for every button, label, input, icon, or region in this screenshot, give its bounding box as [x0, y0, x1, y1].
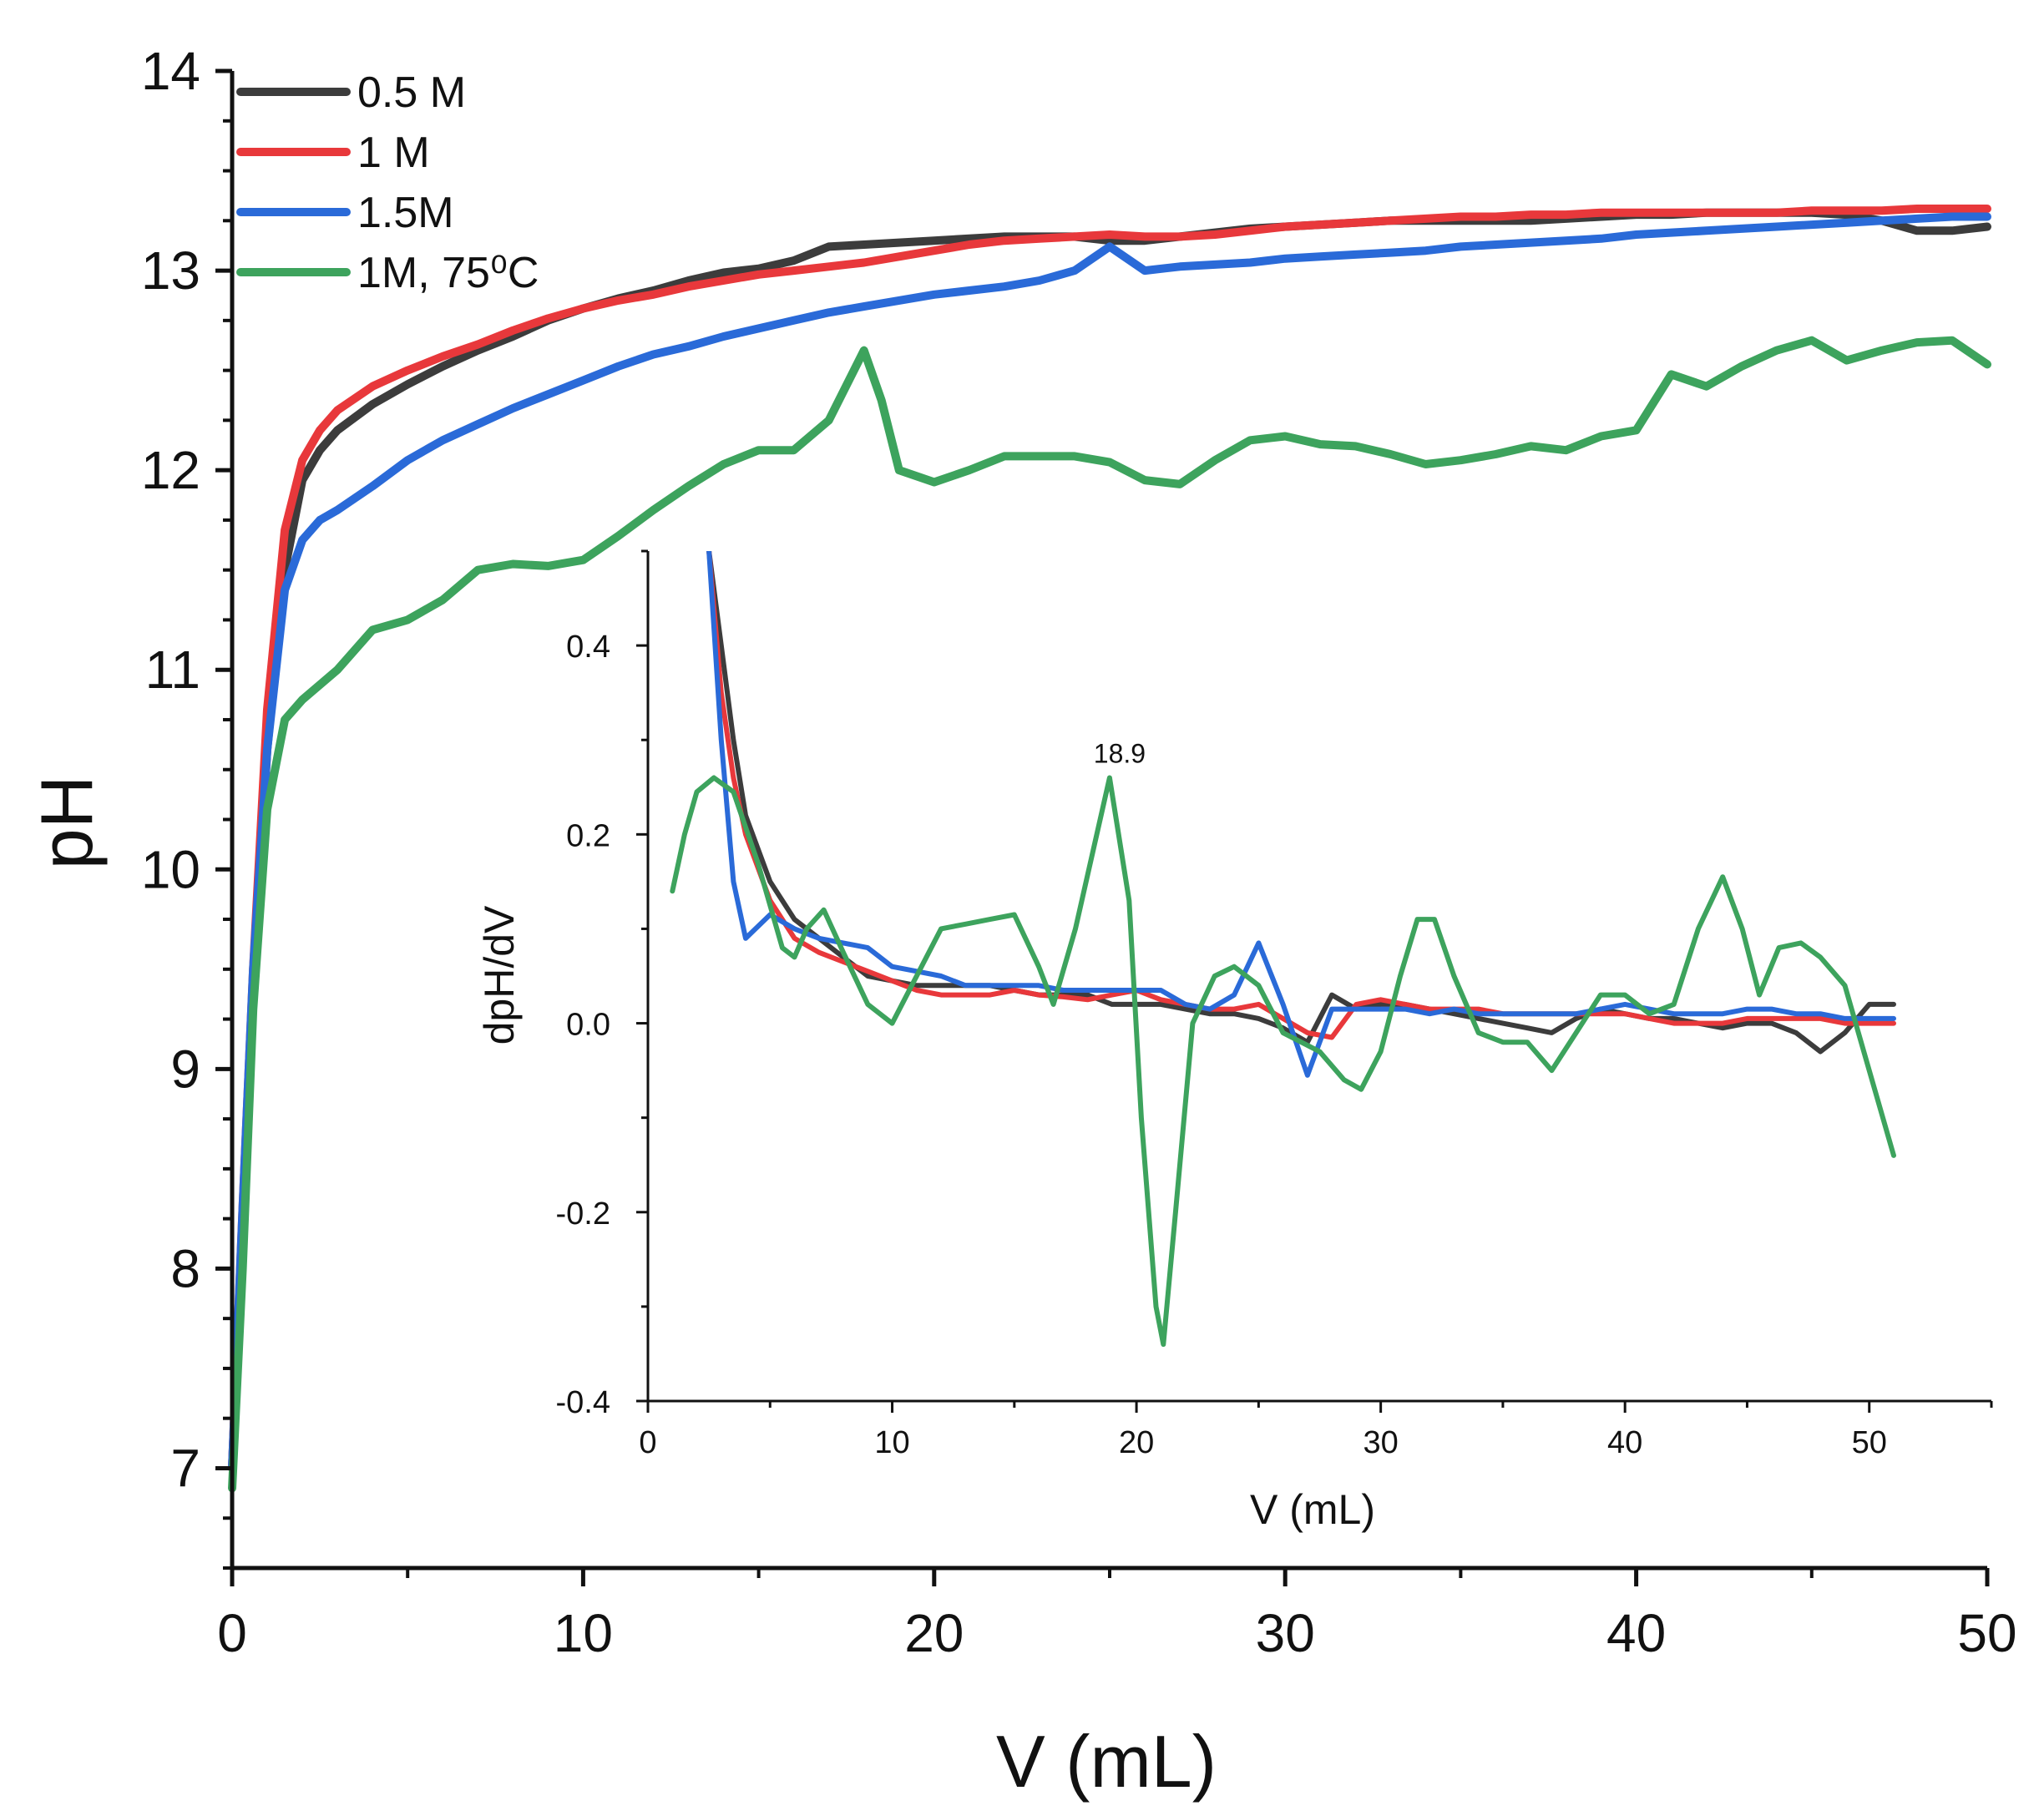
inset-x-tick-label: 40	[1607, 1425, 1642, 1460]
legend: 0.5 M 1 M 1.5M 1M, 75⁰C	[236, 68, 539, 297]
main-tick-labels: 7 8 9 10 11 12 13 14 0 10 20 30 40 50	[141, 41, 2017, 1663]
inset-axes	[636, 549, 1993, 1413]
inset-x-axis-label: V (mL)	[1250, 1486, 1375, 1533]
main-x-tick-label: 40	[1606, 1603, 1666, 1663]
main-x-tick-label: 50	[1957, 1603, 2016, 1663]
inset-plot: -0.4 -0.2 0.0 0.2 0.4 0 10 20 30 40 50 18.9 V (mL)…	[476, 549, 1993, 1533]
legend-item-0-5-m: 0.5 M	[236, 68, 466, 117]
inset-y-axis-label: dpH/dV	[476, 905, 523, 1045]
inset-y-tick-label: 0.2	[566, 818, 610, 853]
legend-item-1m-75-c: 1M, 75⁰C	[236, 249, 539, 297]
inset-y-tick-label: -0.2	[556, 1196, 610, 1232]
main-y-tick-label: 12	[141, 440, 200, 500]
legend-label: 1M, 75⁰C	[357, 249, 539, 297]
main-x-tick-label: 0	[217, 1603, 247, 1663]
inset-y-tick-label: 0.0	[566, 1008, 610, 1043]
main-y-axis-label: pH	[25, 776, 108, 870]
main-x-tick-label: 10	[554, 1603, 613, 1663]
main-y-tick-label: 10	[141, 839, 200, 899]
inset-series-lines	[670, 551, 1896, 1348]
main-plot: 7 8 9 10 11 12 13 14 0 10 20 30 40 50 V (mL) pH	[25, 41, 2017, 1803]
main-x-tick-label: 20	[904, 1603, 964, 1663]
main-series-lines	[228, 205, 1991, 1493]
legend-label: 1 M	[357, 129, 430, 177]
main-y-tick-label: 9	[170, 1039, 200, 1099]
main-x-axis-label: V (mL)	[996, 1720, 1217, 1803]
main-y-tick-label: 14	[141, 41, 200, 101]
main-y-tick-label: 13	[141, 240, 200, 301]
main-x-tick-label: 30	[1256, 1603, 1315, 1663]
inset-x-tick-label: 30	[1363, 1425, 1398, 1460]
inset-peak-annotation: 18.9	[1094, 738, 1146, 768]
inset-x-tick-label: 10	[874, 1425, 909, 1460]
inset-x-tick-label: 50	[1852, 1425, 1887, 1460]
main-y-tick-label: 7	[170, 1438, 200, 1498]
main-axes	[215, 68, 1990, 1586]
main-series-line-1-5m	[228, 212, 1991, 1473]
main-series-line-1m-75-c	[228, 336, 1991, 1493]
legend-item-1-m: 1 M	[236, 129, 430, 177]
inset-y-tick-label: 0.4	[566, 630, 610, 665]
inset-y-tick-label: -0.4	[556, 1385, 610, 1420]
main-y-tick-label: 8	[170, 1238, 200, 1298]
main-series-line-1-m	[228, 205, 1991, 1473]
legend-item-1-5m: 1.5M	[236, 189, 454, 237]
inset-tick-labels: -0.4 -0.2 0.0 0.2 0.4 0 10 20 30 40 50	[556, 630, 1887, 1460]
inset-x-tick-label: 20	[1119, 1425, 1154, 1460]
inset-annotations: 18.9	[1094, 738, 1146, 768]
inset-series-line-1-5m	[706, 551, 1896, 1078]
legend-label: 0.5 M	[357, 68, 466, 117]
inset-series-line-1m-75-c	[670, 775, 1896, 1348]
inset-x-tick-label: 0	[639, 1425, 656, 1460]
legend-label: 1.5M	[357, 189, 454, 237]
inset-series-line-1-m	[706, 551, 1896, 1040]
main-y-tick-label: 11	[145, 640, 200, 700]
